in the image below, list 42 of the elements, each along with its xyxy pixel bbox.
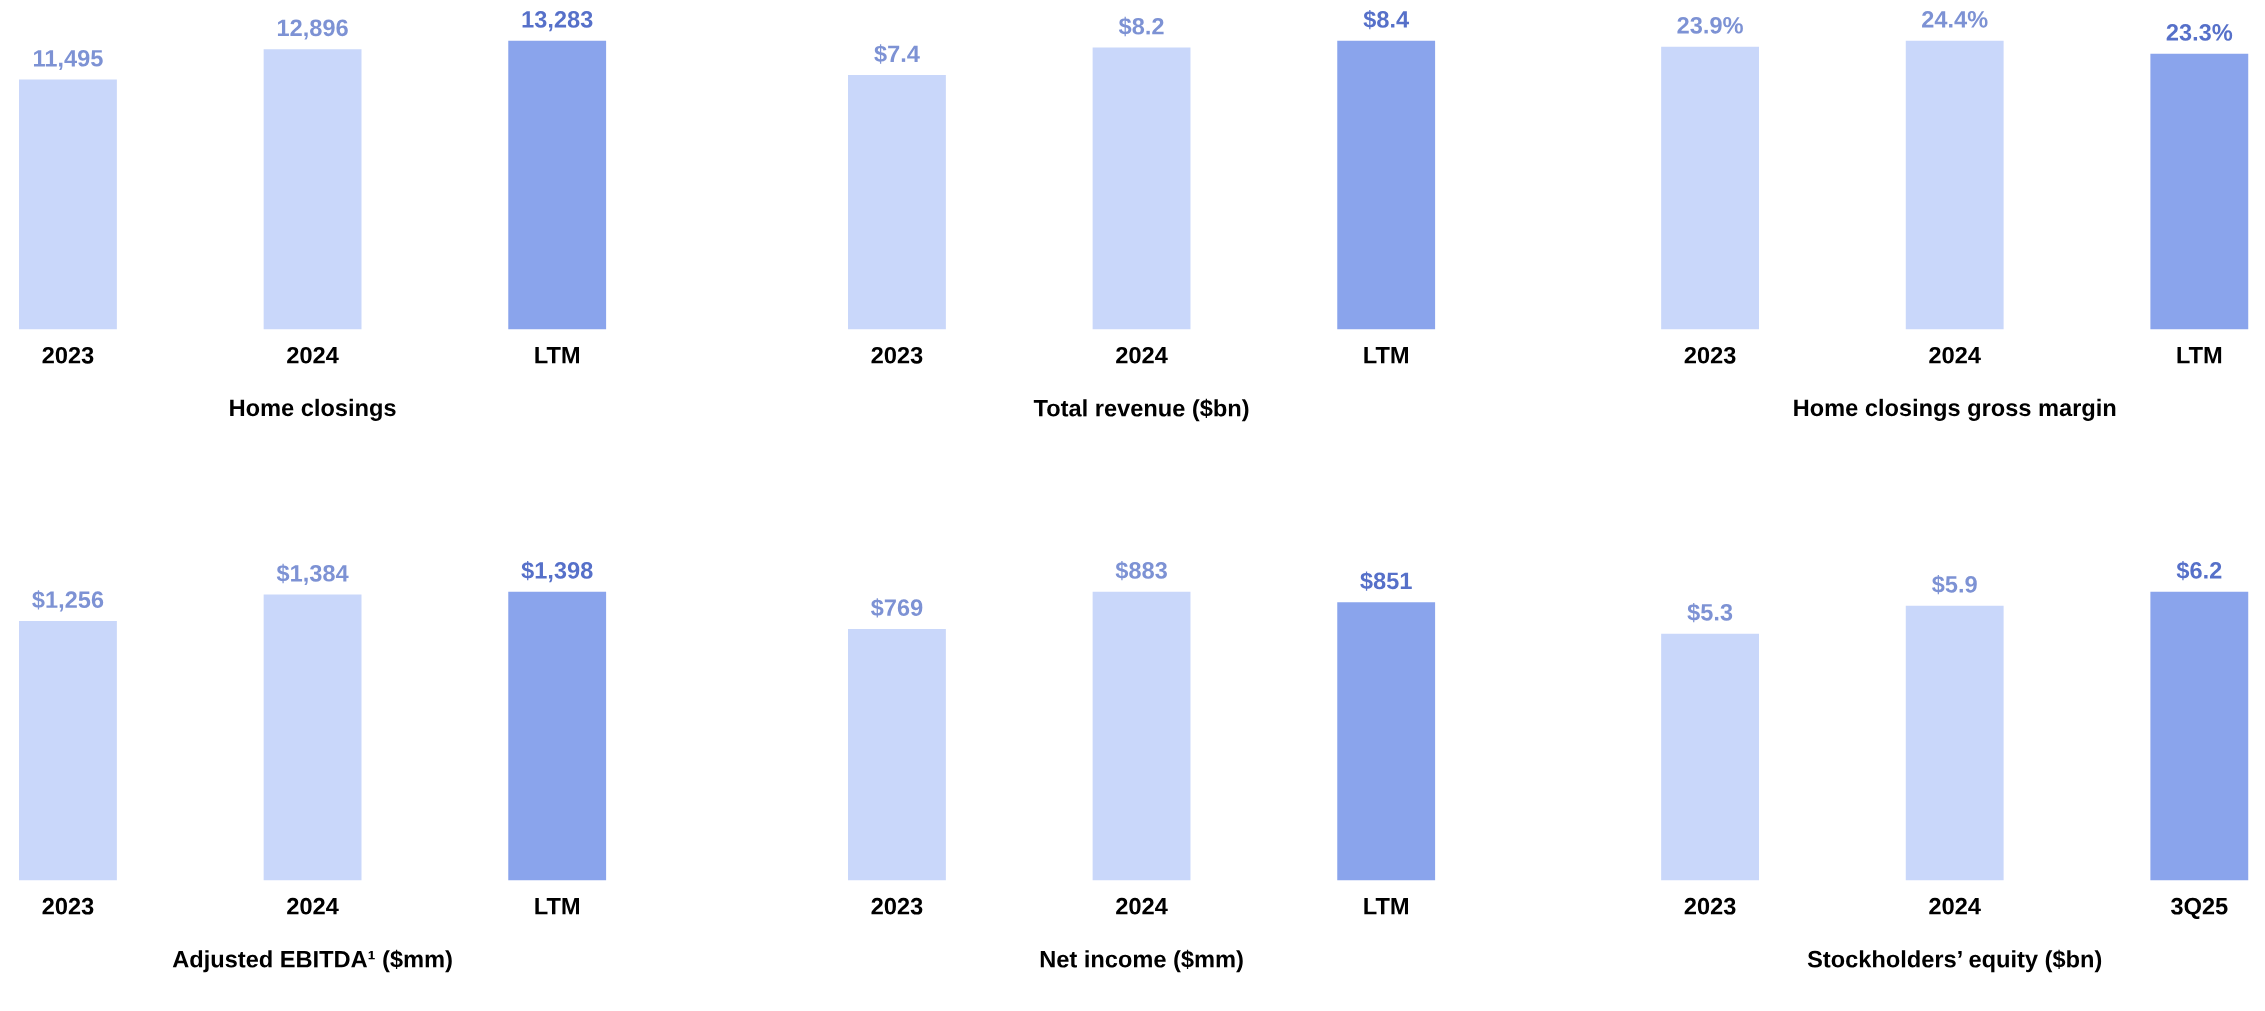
data-label: 13,283 bbox=[522, 11, 593, 32]
x-tick-label: 2024 bbox=[287, 897, 339, 915]
data-label: 23.9% bbox=[1677, 16, 1743, 34]
x-axis-title: Net income ($mm) bbox=[1040, 949, 1243, 973]
x-tick-label: 2023 bbox=[871, 897, 923, 915]
x-axis-title: Home closings gross margin bbox=[1794, 398, 2116, 421]
data-label: $1,398 bbox=[521, 560, 593, 583]
x-tick-label: 2023 bbox=[871, 346, 923, 364]
x-tick-label: LTM bbox=[535, 898, 579, 915]
data-label: $883 bbox=[1115, 560, 1167, 581]
data-label: $1,384 bbox=[276, 563, 349, 586]
data-label: $5.9 bbox=[1932, 574, 1977, 595]
x-tick-label: 2023 bbox=[42, 346, 94, 364]
data-label: 23.3% bbox=[2166, 24, 2233, 41]
x-axis-title: Home closings bbox=[230, 398, 396, 421]
data-label: $5.3 bbox=[1687, 602, 1733, 623]
x-tick-label: 3Q25 bbox=[2170, 897, 2228, 919]
x-tick-label: 2023 bbox=[1684, 346, 1736, 364]
x-tick-label: LTM bbox=[2177, 347, 2222, 364]
x-axis-title: Adjusted EBITDA¹ ($mm) bbox=[172, 949, 452, 973]
x-tick-label: 2023 bbox=[42, 897, 94, 915]
data-label: $8.2 bbox=[1118, 16, 1164, 37]
x-tick-label: 2024 bbox=[1116, 897, 1168, 915]
x-axis-title: Total revenue ($bn) bbox=[1033, 398, 1249, 422]
x-tick-label: LTM bbox=[1364, 898, 1408, 915]
x-tick-label: 2024 bbox=[1929, 346, 1981, 364]
x-tick-label: 2024 bbox=[1929, 897, 1981, 915]
data-label: $7.4 bbox=[874, 44, 920, 64]
x-tick-label: 2023 bbox=[1684, 897, 1736, 915]
data-label: $1,256 bbox=[32, 590, 104, 612]
data-label: $769 bbox=[870, 598, 923, 618]
x-tick-label: 2024 bbox=[287, 346, 339, 364]
x-tick-label: 2024 bbox=[1116, 346, 1168, 364]
data-label: $8.4 bbox=[1363, 9, 1410, 30]
x-tick-label: LTM bbox=[1364, 347, 1408, 364]
data-label: 24.4% bbox=[1922, 11, 1988, 28]
data-label: $851 bbox=[1360, 571, 1412, 591]
data-label: 11,495 bbox=[33, 49, 103, 71]
data-label: $6.2 bbox=[2176, 560, 2222, 581]
x-tick-label: LTM bbox=[535, 347, 579, 364]
data-label: 12,896 bbox=[277, 19, 348, 40]
x-axis-title: Stockholders’ equity ($bn) bbox=[1807, 949, 2102, 973]
